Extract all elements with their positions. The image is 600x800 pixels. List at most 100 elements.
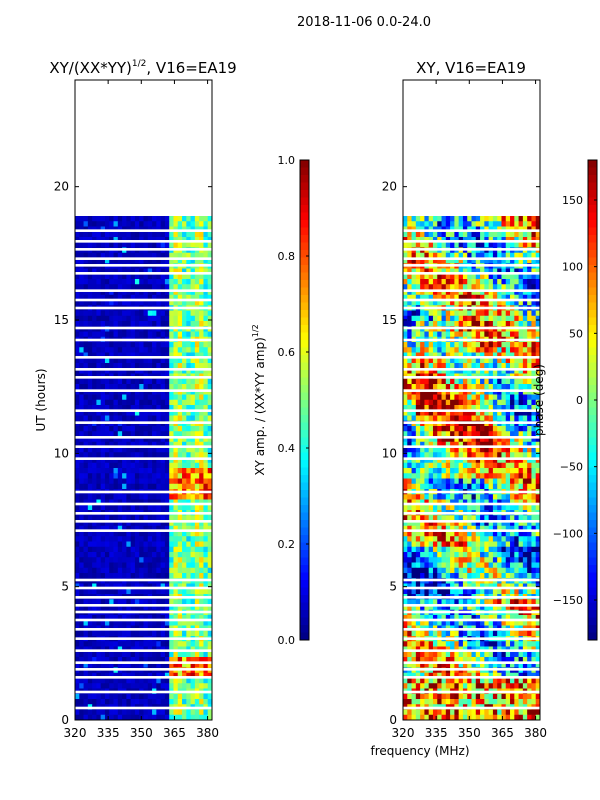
heatmap-cell xyxy=(152,426,157,432)
heatmap-cell xyxy=(403,279,408,285)
heatmap-cell xyxy=(173,546,179,553)
heatmap-cell xyxy=(96,536,102,542)
heatmap-cell xyxy=(450,300,455,306)
heatmap-cell xyxy=(182,399,187,406)
heatmap-cell xyxy=(411,363,417,369)
heatmap-cell xyxy=(475,237,481,243)
heatmap-cell xyxy=(96,242,102,248)
heatmap-cell xyxy=(169,478,174,485)
heatmap-cell xyxy=(126,258,132,264)
heatmap-cell xyxy=(152,620,157,626)
heatmap-cell xyxy=(415,436,421,443)
heatmap-cell xyxy=(411,221,417,227)
heatmap-cell xyxy=(510,242,515,248)
heatmap-cell xyxy=(475,352,481,359)
heatmap-cell xyxy=(207,273,213,280)
heatmap-cell xyxy=(535,478,541,485)
heatmap-cell xyxy=(186,588,191,595)
heatmap-cell xyxy=(424,478,430,485)
heatmap-cell xyxy=(156,347,162,353)
heatmap-cell xyxy=(407,258,412,264)
heatmap-cell xyxy=(126,300,132,306)
heatmap-cell xyxy=(169,258,174,264)
heatmap-cell xyxy=(203,447,209,453)
heatmap-cell xyxy=(134,310,140,317)
heatmap-cell xyxy=(488,237,494,243)
heatmap-cell xyxy=(203,252,209,259)
heatmap-cell xyxy=(411,473,417,479)
heatmap-cell xyxy=(488,357,494,364)
heatmap-cell xyxy=(143,268,149,275)
heatmap-cell xyxy=(424,389,430,395)
heatmap-cell xyxy=(203,415,209,422)
heatmap-cell xyxy=(130,714,136,721)
heatmap-cell xyxy=(415,242,421,248)
heatmap-cell xyxy=(104,709,110,716)
heatmap-cell xyxy=(207,525,213,532)
heatmap-cell xyxy=(199,452,204,458)
heatmap-cell xyxy=(190,405,196,411)
heatmap-cell xyxy=(117,252,123,259)
heatmap-cell xyxy=(480,389,485,395)
heatmap-cell xyxy=(147,310,153,317)
heatmap-cell xyxy=(411,441,417,448)
heatmap-cell xyxy=(109,273,114,280)
heatmap-cell xyxy=(164,583,170,590)
heatmap-cell xyxy=(75,646,80,653)
heatmap-cell xyxy=(117,615,123,621)
heatmap-cell xyxy=(130,515,136,521)
heatmap-cell xyxy=(415,426,421,432)
heatmap-cell xyxy=(203,441,209,448)
heatmap-cell xyxy=(109,657,114,663)
heatmap-cell xyxy=(510,394,515,401)
heatmap-cell xyxy=(100,221,106,227)
heatmap-cell xyxy=(156,646,162,653)
heatmap-cell xyxy=(437,221,442,227)
heatmap-cell xyxy=(199,462,204,469)
heatmap-cell xyxy=(122,321,127,327)
heatmap-cell xyxy=(113,541,119,548)
heatmap-cell xyxy=(475,342,481,348)
heatmap-cell xyxy=(100,651,106,658)
heatmap-cell xyxy=(143,342,149,348)
heatmap-cell xyxy=(134,368,140,374)
heatmap-cell xyxy=(450,352,455,359)
heatmap-cell xyxy=(169,499,174,506)
heatmap-cell xyxy=(113,426,119,432)
heatmap-cell xyxy=(437,405,442,411)
heatmap-cell xyxy=(113,363,119,369)
heatmap-cell xyxy=(454,462,460,469)
heatmap-cell xyxy=(203,352,209,359)
heatmap-cell xyxy=(424,331,430,338)
heatmap-cell xyxy=(497,237,502,243)
heatmap-cell xyxy=(182,321,187,327)
heatmap-cell xyxy=(87,504,93,511)
heatmap-cell xyxy=(139,268,144,275)
heatmap-cell xyxy=(432,242,438,248)
heatmap-cell xyxy=(424,426,430,432)
heatmap-cell xyxy=(475,384,481,390)
heatmap-cell xyxy=(203,357,209,364)
heatmap-cell xyxy=(190,441,196,448)
heatmap-cell xyxy=(531,221,537,227)
heatmap-cell xyxy=(190,552,196,558)
heatmap-cell xyxy=(190,363,196,369)
heatmap-cell xyxy=(164,662,170,668)
heatmap-cell xyxy=(109,300,114,306)
heatmap-cell xyxy=(83,552,89,558)
heatmap-cell xyxy=(100,541,106,548)
heatmap-cell xyxy=(139,300,144,306)
heatmap-cell xyxy=(441,394,447,401)
heatmap-cell xyxy=(87,342,93,348)
heatmap-cell xyxy=(169,441,174,448)
heatmap-cell xyxy=(458,431,464,437)
heatmap-cell xyxy=(92,546,97,553)
heatmap-cell xyxy=(113,405,119,411)
heatmap-cell xyxy=(182,394,187,401)
heatmap-cell xyxy=(104,573,110,579)
heatmap-cell xyxy=(420,504,425,511)
colorbar-cell xyxy=(300,505,309,513)
heatmap-cell xyxy=(454,258,460,264)
heatmap-cell xyxy=(173,436,179,443)
heatmap-cell xyxy=(100,620,106,626)
